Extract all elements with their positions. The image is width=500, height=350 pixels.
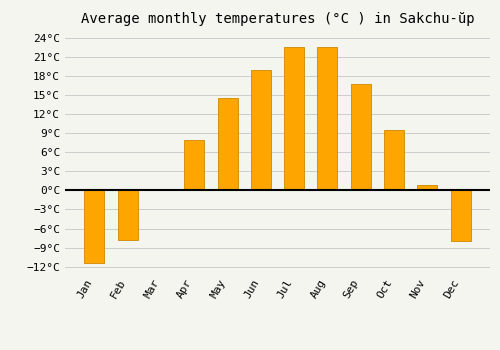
- Bar: [318, 47, 338, 190]
- Title: Average monthly temperatures (°C ) in Sakchu-ŭp: Average monthly temperatures (°C ) in Sa…: [80, 12, 474, 26]
- Bar: [218, 98, 238, 190]
- Bar: [251, 70, 271, 190]
- Bar: [284, 47, 304, 190]
- Bar: [418, 185, 438, 190]
- Bar: [351, 84, 371, 190]
- Bar: [184, 140, 204, 190]
- Bar: [84, 190, 104, 264]
- Bar: [450, 190, 470, 241]
- Bar: [384, 130, 404, 190]
- Bar: [118, 190, 138, 240]
